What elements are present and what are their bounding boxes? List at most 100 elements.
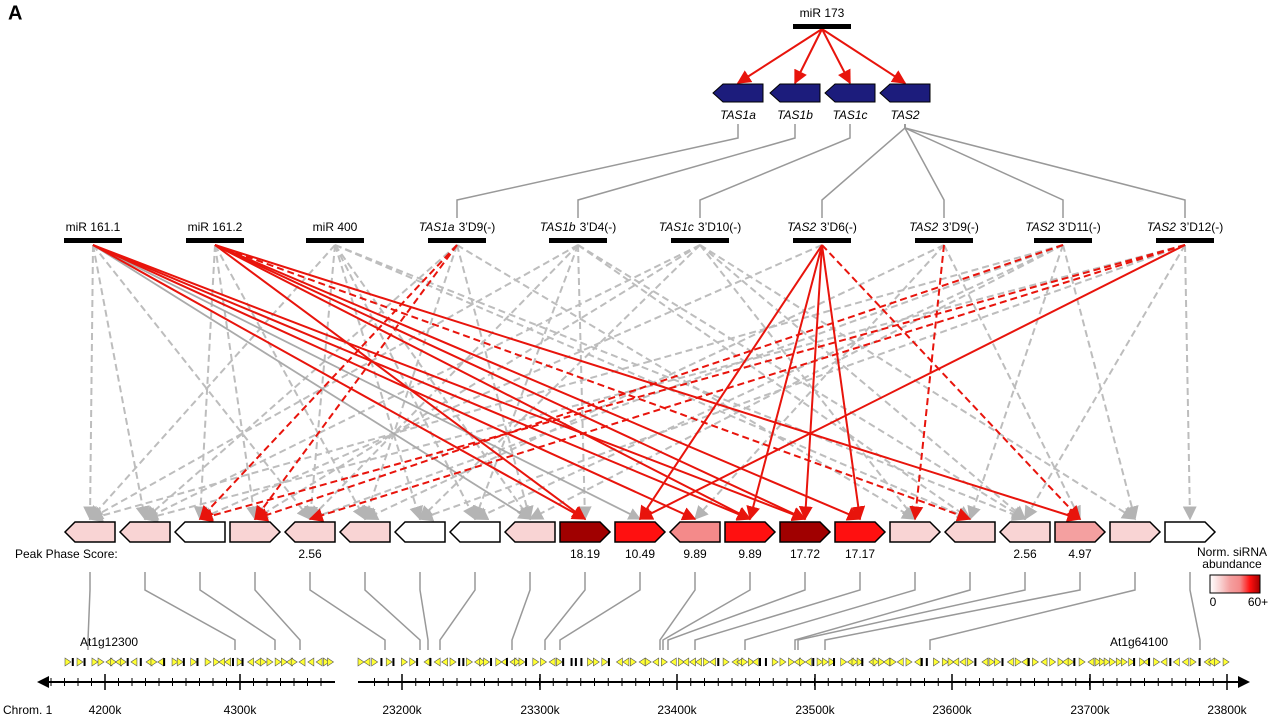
gene-mark	[764, 658, 767, 666]
mid-node-label: miR 161.2	[188, 220, 243, 234]
gene-mark	[479, 657, 486, 667]
mid-node-label: miR 400	[313, 220, 358, 234]
tas-gene	[879, 83, 931, 103]
edge	[214, 244, 366, 521]
locus-connector	[254, 572, 301, 650]
edge	[638, 244, 1186, 520]
mid-node-gene: TAS1c	[659, 220, 694, 234]
edge	[798, 244, 823, 521]
edge	[821, 244, 1081, 521]
mid-node-bar	[306, 238, 364, 243]
tas-gene-label: TAS1c	[832, 108, 867, 122]
top-node-label: miR 173	[800, 6, 845, 20]
locus-connector	[87, 572, 91, 650]
gene-mark	[981, 657, 989, 667]
gene-mark	[694, 657, 702, 667]
edge	[1024, 244, 1186, 521]
edge	[821, 124, 906, 218]
axis-arrow	[37, 676, 49, 688]
edge	[198, 244, 823, 521]
mid-node-name: miR 161.2	[188, 220, 243, 234]
locus-connector	[559, 572, 641, 650]
mid-node-bar	[549, 238, 607, 243]
gene-mark	[889, 657, 897, 667]
gene-mark	[669, 657, 677, 667]
gene-mark	[290, 657, 298, 667]
mid-node-label: TAS1c 3’D10(-)	[659, 220, 741, 234]
locus-label: At1g64100	[1110, 635, 1168, 649]
edge	[308, 244, 1186, 522]
edge	[88, 244, 1064, 523]
target-gene	[283, 521, 336, 543]
mid-node-gene: TAS2	[909, 220, 938, 234]
peak-phase-score: 9.89	[683, 547, 707, 561]
tas-gene	[769, 83, 821, 103]
edge	[83, 244, 98, 521]
gene-mark	[97, 657, 105, 667]
gene-mark	[241, 658, 244, 666]
gene-mark	[925, 658, 928, 666]
gene-mark	[1099, 657, 1106, 667]
gene-mark	[709, 657, 716, 667]
edge	[92, 244, 752, 521]
gene-mark	[682, 657, 690, 667]
tick-label: 23600k	[932, 703, 972, 717]
gene-mark	[1181, 657, 1189, 667]
target-gene	[779, 521, 832, 543]
gene-mark	[652, 657, 660, 667]
edge	[736, 28, 823, 84]
gene-mark	[449, 657, 457, 667]
gene-mark	[441, 657, 448, 667]
gene-mark	[274, 657, 282, 667]
legend-min: 0	[1210, 595, 1217, 609]
locus-connector	[929, 572, 1136, 650]
gene-mark	[483, 657, 491, 667]
target-gene	[889, 521, 942, 543]
gene-mark	[231, 658, 234, 666]
axis-arrow	[1238, 676, 1250, 688]
gene-mark	[1087, 657, 1095, 667]
edge	[214, 244, 862, 521]
target-gene	[943, 521, 996, 543]
gene-mark	[615, 657, 623, 667]
edge	[214, 244, 807, 521]
gene-mark	[952, 657, 960, 667]
gene-mark	[1139, 657, 1147, 667]
locus-connector	[419, 572, 429, 650]
mid-node-bar	[1156, 238, 1214, 243]
legend-max: 60+	[1248, 595, 1268, 609]
mid-node-sirna: 3’D10(-)	[698, 220, 741, 234]
locus-connector	[439, 572, 476, 650]
gene-mark	[1032, 657, 1039, 667]
edge	[699, 124, 851, 218]
gene-mark	[988, 657, 996, 667]
gene-mark	[224, 657, 232, 667]
edge	[699, 244, 916, 521]
gene-mark	[163, 658, 166, 666]
edge	[214, 244, 1082, 522]
tas-gene	[712, 83, 764, 103]
target-gene	[338, 521, 391, 543]
gene-mark	[840, 657, 848, 667]
locus-connector	[659, 572, 696, 650]
gene-mark	[1214, 657, 1221, 667]
edge	[473, 244, 1064, 521]
edge	[821, 28, 851, 85]
edges	[83, 28, 1201, 650]
mid-node-gene: TAS1a	[419, 220, 455, 234]
gene-mark	[218, 657, 226, 667]
gene-mark	[540, 657, 548, 667]
gene-mark	[644, 657, 652, 667]
gene-mark	[974, 658, 977, 666]
edge	[909, 244, 945, 521]
tick-label: 4300k	[224, 703, 258, 717]
gene-mark	[1073, 658, 1076, 666]
gene-mark	[327, 657, 335, 667]
locus-label: At1g12300	[80, 635, 138, 649]
gene-mark	[905, 657, 913, 667]
gene-mark	[213, 657, 221, 667]
gene-mark	[758, 658, 761, 666]
gene-mark	[856, 657, 864, 667]
gene-mark	[76, 657, 84, 667]
